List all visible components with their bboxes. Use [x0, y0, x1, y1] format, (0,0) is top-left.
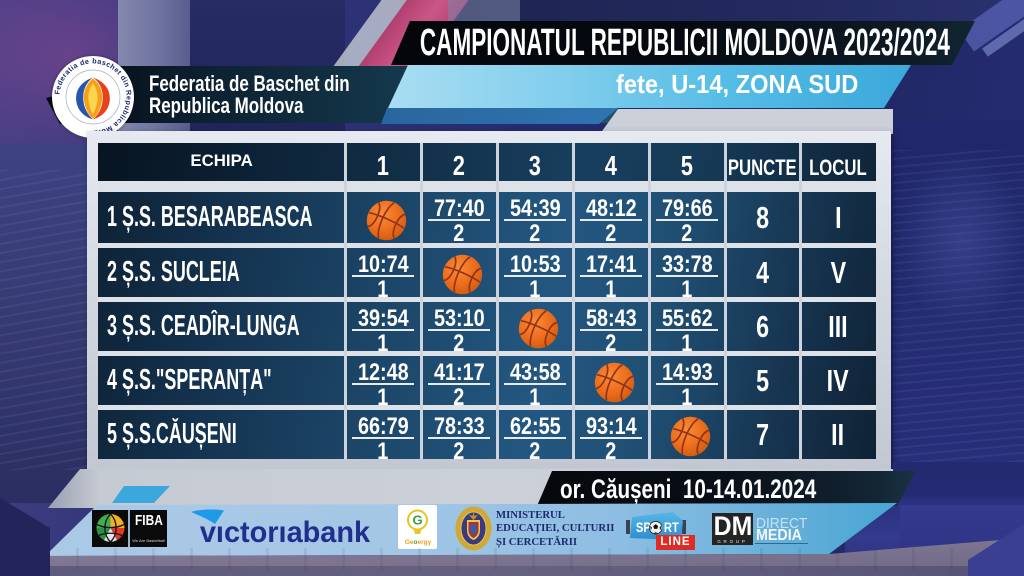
- svg-text:G: G: [412, 513, 422, 528]
